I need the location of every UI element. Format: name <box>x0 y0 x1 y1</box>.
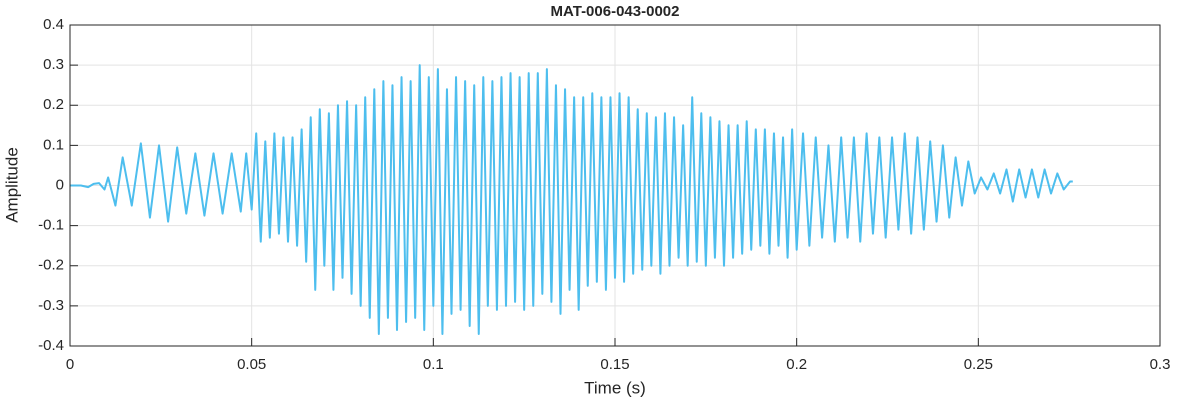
y-tick-label: 0.2 <box>43 96 64 113</box>
x-tick-label: 0.1 <box>423 356 444 373</box>
x-tick-label: 0.05 <box>237 356 266 373</box>
y-tick-label: -0.2 <box>38 257 64 274</box>
axes-box <box>69 24 1161 347</box>
x-tick-label: 0.3 <box>1150 356 1171 373</box>
y-tick-label: 0 <box>56 176 64 193</box>
x-tick-label: 0 <box>66 356 74 373</box>
y-tick-label: 0.3 <box>43 56 64 73</box>
x-axis-label: Time (s) <box>584 378 646 397</box>
plot-area <box>70 64 1073 335</box>
x-tick-label: 0.15 <box>600 356 629 373</box>
y-tick-label: 0.1 <box>43 136 64 153</box>
y-tick-label: -0.3 <box>38 297 64 314</box>
grid <box>69 24 1161 347</box>
y-tick-label: -0.4 <box>38 337 64 354</box>
x-tick-label: 0.2 <box>786 356 807 373</box>
y-tick-label: 0.4 <box>43 16 64 33</box>
y-axis-label: Amplitude <box>2 147 21 223</box>
x-tick-label: 0.25 <box>964 356 993 373</box>
chart-title: MAT-006-043-0002 <box>551 3 680 20</box>
y-tick-label: -0.1 <box>38 217 64 234</box>
waveform-line <box>70 64 1073 335</box>
